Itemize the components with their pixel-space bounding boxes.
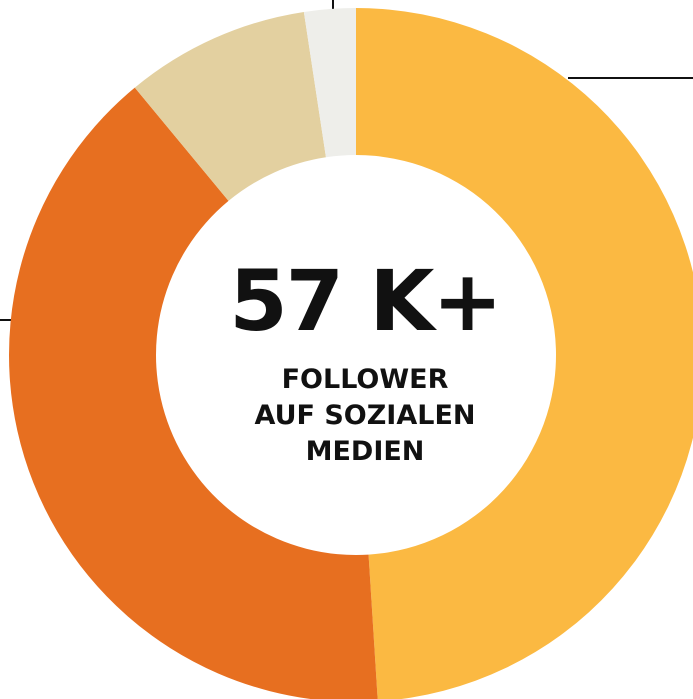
donut-segment	[9, 87, 378, 699]
donut-segment	[134, 11, 326, 201]
caption-line: AUF SOZIALEN	[255, 400, 476, 431]
donut-segment	[303, 8, 356, 158]
caption-line: MEDIEN	[306, 436, 425, 467]
donut	[9, 8, 693, 699]
center-value: 57 K+	[229, 252, 501, 350]
donut-segment	[356, 8, 693, 699]
caption-line: FOLLOWER	[282, 364, 449, 395]
